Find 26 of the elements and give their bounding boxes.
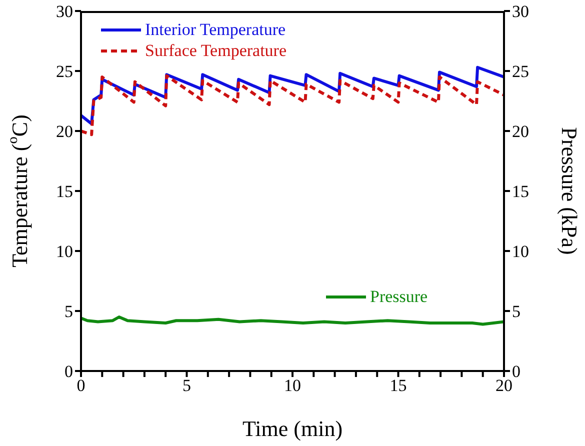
x-tick-label: 0	[76, 376, 86, 396]
legend-label: Pressure	[370, 286, 428, 306]
y-tick-label: 10	[56, 242, 73, 262]
y-tick-label: 5	[64, 302, 73, 322]
line-series	[81, 316, 504, 326]
y2-tick-label: 15	[512, 182, 529, 202]
line-series	[81, 74, 504, 136]
y-tick-label: 30	[56, 2, 73, 22]
x-tick-label: 10	[284, 376, 301, 396]
y-tick-label: 15	[56, 182, 73, 202]
x-axis-title: Time (min)	[242, 416, 343, 441]
y2-axis-title: Pressure (kPa)	[556, 127, 582, 255]
y2-tick-label: 10	[512, 242, 529, 262]
y2-tick-label: 25	[512, 62, 529, 82]
y2-tick-label: 0	[512, 362, 520, 382]
y-tick-label: 25	[56, 62, 73, 82]
legend-label: Surface Temperature	[145, 40, 287, 60]
x-tick-label: 20	[496, 376, 512, 396]
x-tick-label: 5	[182, 376, 191, 396]
y2-tick-label: 30	[512, 2, 529, 22]
x-tick-label: 15	[390, 376, 407, 396]
y-tick-label: 20	[56, 122, 73, 142]
y2-tick-label: 5	[512, 302, 520, 322]
y2-tick-label: 20	[512, 122, 529, 142]
y-tick-label: 0	[64, 362, 73, 382]
legend-label: Interior Temperature	[145, 20, 286, 40]
